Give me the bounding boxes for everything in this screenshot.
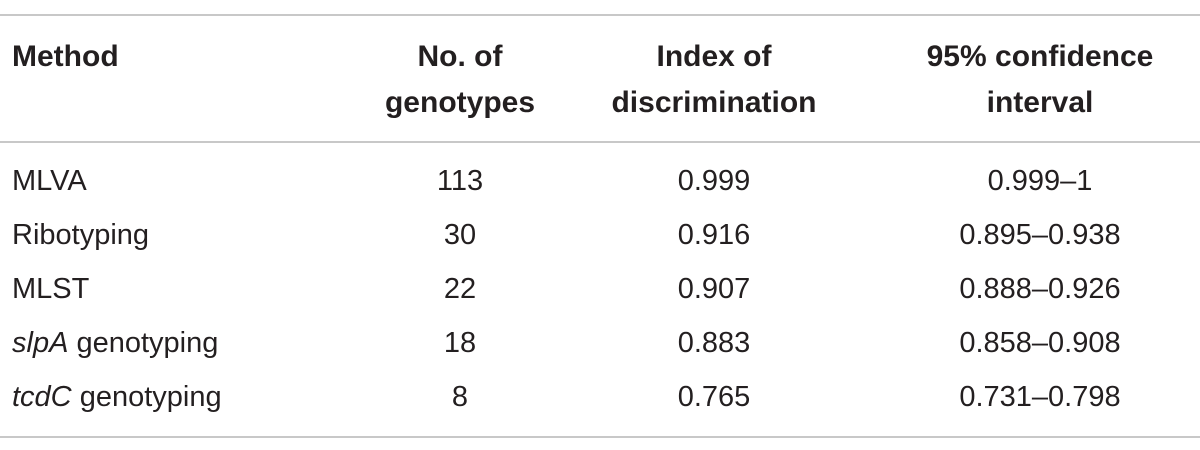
ci-cell: 0.858–0.908 <box>959 327 1121 359</box>
top-rule <box>0 14 1200 16</box>
genotypes-cell: 30 <box>443 219 477 251</box>
genotypes-cell: 22 <box>443 273 477 305</box>
method-cell: tcdC genotyping <box>12 370 222 424</box>
method-cell: MLST <box>12 262 89 316</box>
method-cell: Ribotyping <box>12 208 149 262</box>
table-row: Ribotyping 30 0.916 0.895–0.938 <box>0 208 1200 262</box>
header-genotypes: No. of genotypes <box>384 40 536 119</box>
method-cell: MLVA <box>12 154 87 208</box>
index-cell: 0.883 <box>677 327 751 359</box>
method-name: genotyping <box>71 381 222 413</box>
ci-cell: 0.888–0.926 <box>959 273 1121 305</box>
method-name: Ribotyping <box>12 219 150 251</box>
genotypes-cell: 8 <box>451 381 469 413</box>
bottom-rule <box>0 436 1200 438</box>
genotypes-cell: 18 <box>443 327 477 359</box>
ci-cell: 0.999–1 <box>987 165 1093 197</box>
header-ci: 95% confidence interval <box>926 40 1154 119</box>
method-name: MLVA <box>12 165 87 197</box>
method-name: genotyping <box>68 327 219 359</box>
table-row: MLST 22 0.907 0.888–0.926 <box>0 262 1200 316</box>
method-cell: slpA genotyping <box>12 316 218 370</box>
index-cell: 0.999 <box>677 165 751 197</box>
table-row: tcdC genotyping 8 0.765 0.731–0.798 <box>0 370 1200 424</box>
table-row: MLVA 113 0.999 0.999–1 <box>0 154 1200 208</box>
header-rule <box>0 141 1200 143</box>
method-name: MLST <box>12 273 90 305</box>
index-cell: 0.907 <box>677 273 751 305</box>
index-cell: 0.765 <box>677 381 751 413</box>
header-index: Index of discrimination <box>611 40 817 119</box>
genotypes-cell: 113 <box>436 165 484 197</box>
header-method: Method <box>12 40 119 73</box>
ci-cell: 0.895–0.938 <box>959 219 1121 251</box>
table-row: slpA genotyping 18 0.883 0.858–0.908 <box>0 316 1200 370</box>
gene-name: slpA <box>12 327 69 359</box>
gene-name: tcdC <box>12 381 72 413</box>
index-cell: 0.916 <box>677 219 751 251</box>
ci-cell: 0.731–0.798 <box>959 381 1121 413</box>
